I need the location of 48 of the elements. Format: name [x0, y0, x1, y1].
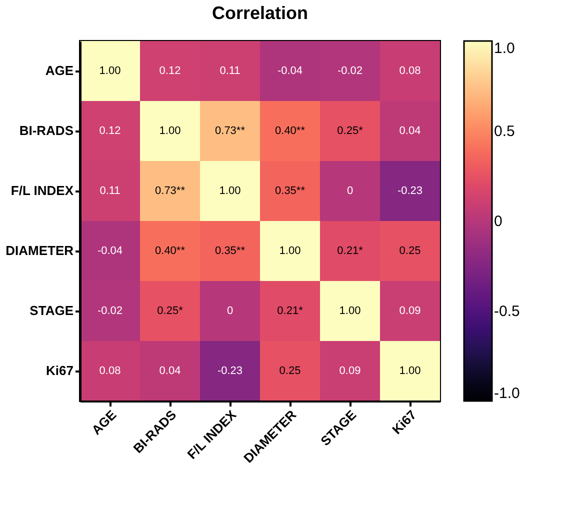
data-label: 0.12 [99, 125, 121, 137]
y-tick-label: DIAMETER [6, 243, 74, 258]
data-label: -0.04 [277, 65, 303, 77]
data-label: 0.35** [215, 245, 246, 257]
color-bar-label: -1.0 [494, 385, 520, 402]
data-label: 1.00 [159, 125, 181, 137]
y-tick-label: F/L INDEX [10, 183, 74, 198]
data-label: 0.40** [275, 125, 306, 137]
data-label: 0.09 [339, 365, 361, 377]
data-label: 0.11 [100, 185, 120, 197]
chart-title: Correlation [212, 3, 308, 23]
data-label: 0.04 [399, 125, 421, 137]
data-label: -0.23 [397, 185, 423, 197]
y-tick-label: STAGE [30, 303, 74, 318]
data-label: 0.21* [277, 305, 304, 317]
data-label: 1.00 [399, 365, 421, 377]
data-label: 1.00 [219, 185, 241, 197]
data-label: 1.00 [279, 245, 301, 257]
data-label: 0.25* [157, 305, 184, 317]
data-label: -0.04 [97, 245, 123, 257]
data-label: 0 [346, 185, 354, 197]
color-bar-label: 1.0 [494, 40, 515, 57]
data-label: -0.02 [97, 305, 123, 317]
data-label: 0.35** [275, 185, 306, 197]
data-label: 0.40** [155, 245, 186, 257]
data-label: -0.23 [217, 365, 243, 377]
data-label: -0.02 [337, 65, 363, 77]
data-label: 0.25* [337, 125, 364, 137]
data-label: 1.00 [99, 65, 121, 77]
data-label: 0.25 [399, 245, 421, 257]
color-bar-label: -0.5 [494, 303, 520, 320]
data-label: 0.11 [220, 65, 240, 77]
data-label: 0.09 [399, 305, 421, 317]
data-label: 0 [226, 305, 234, 317]
data-label: 0.21* [337, 245, 364, 257]
data-label: 0.73** [155, 185, 186, 197]
y-tick-label: Ki67 [46, 363, 74, 378]
data-label: 0.08 [99, 365, 121, 377]
data-label: 0.73** [215, 125, 246, 137]
data-label: 0.08 [399, 65, 421, 77]
color-bar-label: 0 [494, 213, 502, 230]
data-label: 0.12 [159, 65, 181, 77]
data-label: 1.00 [339, 305, 361, 317]
color-bar-label: 0.5 [494, 123, 515, 140]
y-tick-label: AGE [45, 63, 74, 78]
data-label: 0.25 [279, 365, 301, 377]
data-label: 0.04 [159, 365, 181, 377]
y-tick-label: BI-RADS [19, 123, 74, 138]
